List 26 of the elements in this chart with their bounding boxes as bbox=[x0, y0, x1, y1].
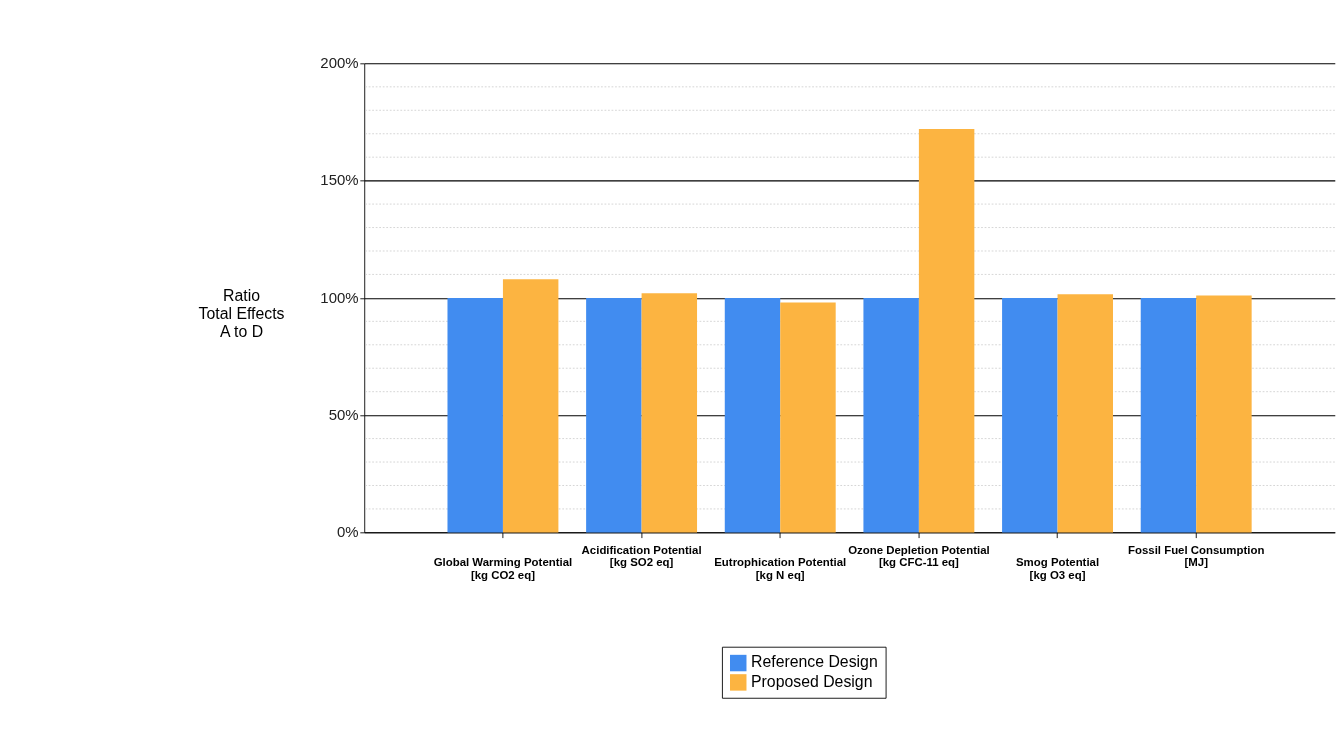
y-tick-label: 50% bbox=[328, 405, 359, 423]
bar bbox=[502, 279, 559, 533]
legend-label: Reference Design bbox=[751, 653, 878, 671]
y-tick-label: 200% bbox=[320, 54, 359, 72]
y-tick-label: 100% bbox=[320, 288, 359, 306]
bar bbox=[918, 129, 975, 533]
bar bbox=[1196, 295, 1252, 533]
x-tick-label: Eutrophication Potential [kg N eq] bbox=[714, 556, 847, 581]
bar bbox=[724, 297, 781, 533]
bar bbox=[641, 293, 698, 533]
y-tick-label: 150% bbox=[320, 171, 359, 189]
x-tick-label: Ozone Depletion Potential [kg CFC-11 eq] bbox=[848, 543, 990, 569]
x-tick-label: Fossil Fuel Consumption [MJ] bbox=[1127, 543, 1265, 569]
bar bbox=[863, 297, 919, 533]
bar bbox=[586, 297, 642, 533]
legend-label: Proposed Design bbox=[751, 672, 873, 690]
bar bbox=[780, 302, 836, 533]
y-tick-label: 0% bbox=[336, 523, 359, 541]
x-tick-label: Global Warming Potential [kg CO2 eq] bbox=[433, 556, 573, 581]
x-tick-label: Smog Potential [kg O3 eq] bbox=[1015, 556, 1100, 581]
x-tick-label: Acidification Potential [kg SO2 eq] bbox=[581, 543, 702, 569]
bar bbox=[1140, 297, 1197, 533]
bar bbox=[447, 297, 503, 533]
y-axis-title: Ratio Total Effects A to D bbox=[198, 287, 285, 340]
bar bbox=[1002, 297, 1058, 533]
bar bbox=[1057, 294, 1113, 533]
